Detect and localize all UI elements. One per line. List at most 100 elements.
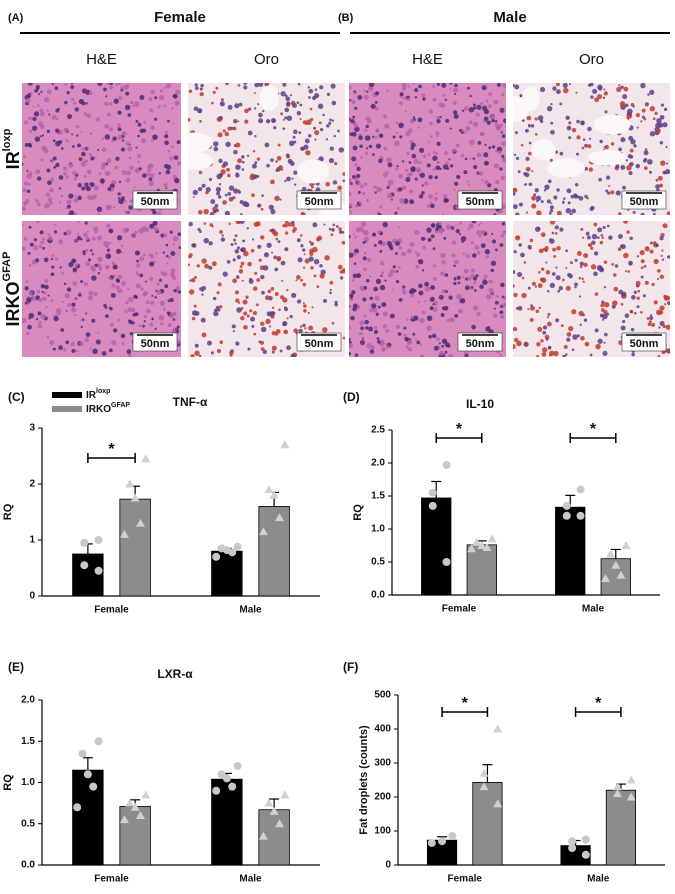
data-point <box>228 548 237 557</box>
cell-dot <box>94 156 97 159</box>
cell-dot <box>431 224 435 227</box>
cell-dot <box>445 224 452 230</box>
cell-dot <box>201 258 207 264</box>
cell-dot <box>288 140 295 147</box>
cell-dot <box>644 102 649 107</box>
cell-dot <box>260 235 265 240</box>
cell-dot <box>481 179 484 182</box>
cell-dot <box>237 158 243 164</box>
cell-dot <box>618 212 622 215</box>
cell-dot <box>286 289 289 292</box>
cell-dot <box>149 322 154 327</box>
cell-dot <box>108 228 114 234</box>
cell-dot <box>63 171 67 176</box>
cell-dot <box>471 324 476 330</box>
cell-dot <box>386 192 393 199</box>
cell-dot <box>303 308 307 313</box>
cell-dot <box>132 104 135 108</box>
cell-dot <box>22 317 27 324</box>
cell-dot <box>409 139 414 144</box>
cell-dot <box>93 185 99 191</box>
data-point <box>222 774 231 783</box>
cell-dot <box>421 184 424 187</box>
cell-dot <box>364 135 371 141</box>
cell-dot <box>485 84 488 88</box>
cell-dot <box>436 119 441 124</box>
cell-dot <box>596 93 603 100</box>
cell-dot <box>624 103 629 107</box>
cell-dot <box>152 134 158 140</box>
cell-dot <box>144 227 149 233</box>
scale-box <box>621 190 667 210</box>
cell-dot <box>80 325 83 329</box>
cell-dot <box>286 154 290 159</box>
cell-dot <box>310 266 314 270</box>
cell-dot <box>547 316 550 319</box>
cell-dot <box>626 230 630 234</box>
cell-dot <box>433 345 439 351</box>
cell-dot <box>449 164 454 168</box>
cell-dot <box>254 161 258 165</box>
cell-dot <box>470 273 475 279</box>
cell-dot <box>354 106 358 110</box>
cell-dot <box>198 110 202 114</box>
cell-dot <box>576 152 580 156</box>
cell-dot <box>487 183 492 188</box>
cell-dot <box>172 122 175 125</box>
cell-dot <box>159 278 163 282</box>
cell-dot <box>629 236 633 241</box>
cell-dot <box>252 150 256 153</box>
cell-dot <box>349 337 351 341</box>
cell-dot <box>571 128 577 133</box>
cell-dot <box>62 166 68 171</box>
cell-dot <box>227 104 233 110</box>
cell-dot <box>105 253 112 259</box>
cell-dot <box>657 269 661 273</box>
cell-dot <box>200 83 204 88</box>
cell-dot <box>395 167 399 171</box>
cell-dot <box>84 221 88 225</box>
cell-dot <box>424 281 430 287</box>
bar <box>421 497 452 596</box>
cell-dot <box>444 273 449 277</box>
cell-dot <box>629 154 634 159</box>
cell-dot <box>250 316 256 322</box>
cell-dot <box>527 308 530 311</box>
cell-dot <box>349 293 354 298</box>
cell-dot <box>203 222 207 225</box>
cell-dot <box>78 99 84 105</box>
cell-dot <box>494 120 498 123</box>
cell-dot <box>216 313 219 316</box>
cell-dot <box>223 161 229 167</box>
cell-dot <box>555 318 560 323</box>
cell-dot <box>110 292 116 298</box>
data-point <box>125 798 135 807</box>
cell-dot <box>77 221 80 224</box>
cell-dot <box>585 231 590 236</box>
cell-dot <box>493 307 496 310</box>
cell-dot <box>374 295 380 301</box>
y-axis-label: Fat droplets (counts) <box>358 725 370 835</box>
cell-dot <box>177 232 181 237</box>
scale-box <box>296 332 342 352</box>
cell-dot <box>237 83 241 87</box>
cell-dot <box>581 277 584 281</box>
cell-dot <box>101 351 107 356</box>
cell-dot <box>286 317 289 320</box>
cell-dot <box>277 143 281 147</box>
cell-dot <box>373 243 377 247</box>
cell-dot <box>448 158 451 161</box>
cell-dot <box>534 117 538 121</box>
cell-dot <box>534 133 538 136</box>
cell-dot <box>255 303 259 307</box>
cell-dot <box>382 324 387 329</box>
panel-label: (F) <box>343 660 358 674</box>
cell-dot <box>51 114 57 120</box>
cell-dot <box>621 319 626 324</box>
cell-dot <box>437 161 440 164</box>
cell-dot <box>556 89 561 95</box>
cell-dot <box>273 231 279 237</box>
cell-dot <box>499 243 504 247</box>
cell-dot <box>26 297 32 303</box>
cell-dot <box>478 171 484 176</box>
